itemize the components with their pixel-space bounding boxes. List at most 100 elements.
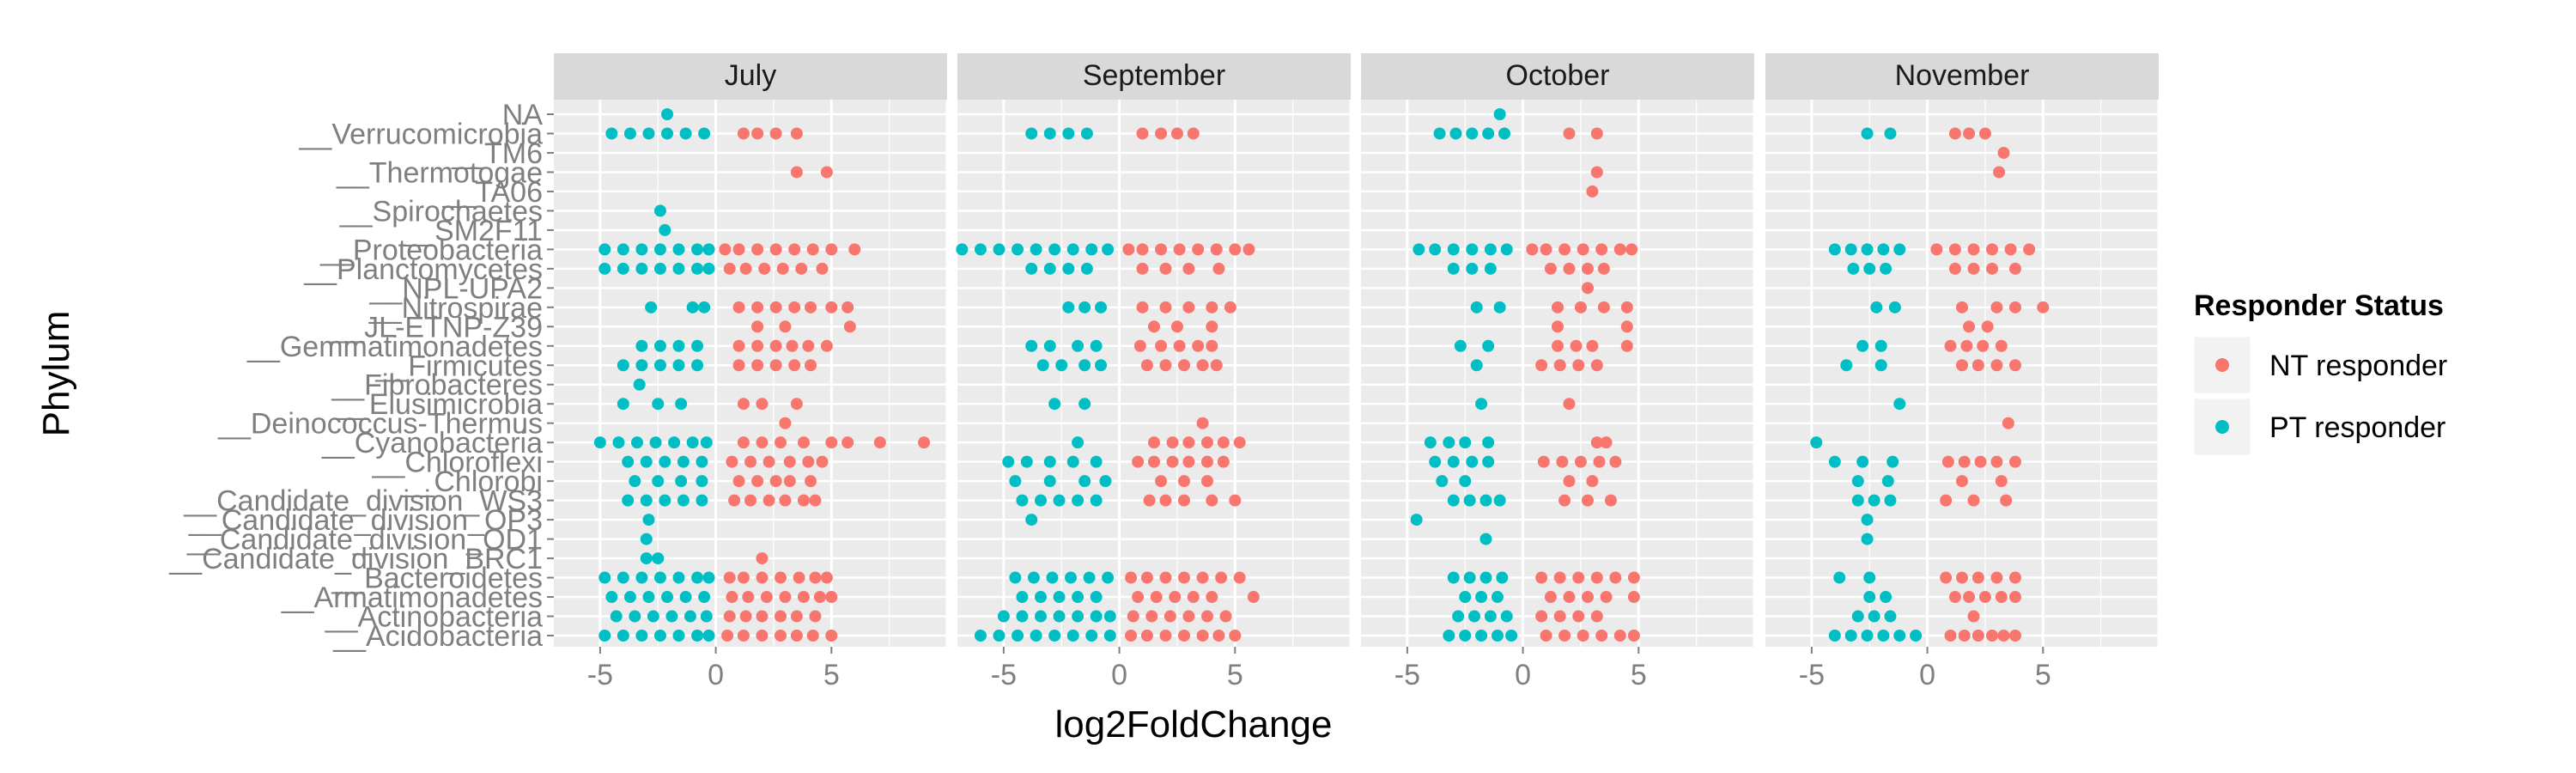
data-point [1828, 243, 1841, 256]
data-point [1893, 243, 1906, 256]
data-point [1877, 243, 1890, 256]
y-tick-label: __Actinobacteria [325, 601, 543, 634]
data-point [1196, 630, 1209, 642]
y-tick-label: __SM2F11 [401, 215, 543, 247]
data-point [1196, 571, 1209, 584]
data-point [1099, 475, 1112, 488]
data-point [1217, 436, 1230, 449]
data-point [661, 127, 674, 140]
data-point [1090, 494, 1103, 507]
data-point [1072, 591, 1084, 604]
data-point [686, 301, 699, 313]
data-point [775, 630, 787, 642]
y-tick-label: __Firmicutes [374, 350, 543, 382]
data-point [698, 591, 711, 604]
data-point [873, 436, 886, 449]
data-point [775, 571, 787, 584]
data-point [1482, 339, 1495, 352]
data-point [691, 571, 704, 584]
data-point [1956, 301, 1968, 313]
y-tick-label: __Fibrobacteres [331, 369, 543, 402]
data-point [1413, 243, 1425, 256]
data-point [1880, 591, 1893, 604]
data-point [1463, 494, 1476, 507]
data-point [848, 243, 861, 256]
y-tick-label: __JL-ETNP-Z39 [331, 311, 543, 344]
data-point [1930, 243, 1943, 256]
data-point [1582, 262, 1595, 275]
data-point [1206, 494, 1218, 507]
data-point [841, 436, 854, 449]
data-point [816, 262, 829, 275]
data-point [825, 436, 838, 449]
data-point [795, 262, 808, 275]
data-point [1136, 127, 1149, 140]
x-tick-label: 0 [1515, 659, 1531, 691]
data-point [686, 436, 699, 449]
data-point [1558, 630, 1571, 642]
data-point [1498, 127, 1511, 140]
data-point [769, 475, 782, 488]
data-point [1526, 243, 1539, 256]
data-point [645, 301, 658, 313]
data-point [1997, 630, 2010, 642]
data-point [1066, 455, 1079, 468]
facet-panel-october: October [1361, 53, 1756, 647]
data-point [1597, 301, 1610, 313]
data-point [1449, 127, 1462, 140]
y-axis-title: Phylum [35, 311, 77, 437]
data-point [1620, 339, 1633, 352]
data-point [1466, 127, 1479, 140]
data-point [1212, 630, 1225, 642]
data-point [1967, 262, 1980, 275]
y-tick-label: __Cyanobacteria [321, 427, 543, 460]
data-point [1627, 630, 1640, 642]
data-point [1048, 243, 1061, 256]
data-point [1482, 127, 1495, 140]
data-point [1095, 359, 1108, 372]
data-point [1995, 475, 2008, 488]
data-point [769, 359, 782, 372]
data-point [1136, 243, 1149, 256]
data-point [1590, 571, 1603, 584]
data-point [1083, 571, 1096, 584]
data-point [1053, 610, 1066, 623]
data-point [1863, 571, 1876, 584]
data-point [1062, 301, 1075, 313]
data-point [2000, 494, 2013, 507]
data-point [769, 301, 782, 313]
data-point [1990, 359, 2003, 372]
data-point [1072, 339, 1084, 352]
data-point [1187, 591, 1200, 604]
data-point [1593, 455, 1606, 468]
data-point [1553, 610, 1566, 623]
data-point [1475, 398, 1488, 411]
data-point [1043, 262, 1056, 275]
x-tick-label: -5 [991, 659, 1017, 691]
data-point [1563, 475, 1576, 488]
data-point [661, 591, 674, 604]
data-point [779, 494, 792, 507]
data-point [797, 494, 810, 507]
data-point [1016, 494, 1029, 507]
data-point [841, 301, 854, 313]
data-point [1090, 591, 1103, 604]
data-point [653, 243, 666, 256]
data-point [1447, 494, 1460, 507]
data-point [721, 630, 734, 642]
data-point [723, 610, 736, 623]
data-point [647, 610, 659, 623]
data-point [762, 455, 775, 468]
data-point [783, 475, 796, 488]
data-point [652, 552, 665, 565]
data-point [993, 630, 1005, 642]
data-point [769, 339, 782, 352]
data-point [1043, 475, 1056, 488]
data-point [672, 630, 685, 642]
data-point [742, 591, 755, 604]
data-point [1577, 243, 1589, 256]
data-point [1210, 359, 1223, 372]
y-tick-label: __Spirochaetes [339, 195, 543, 228]
data-point [653, 571, 666, 584]
data-point [1974, 455, 1987, 468]
